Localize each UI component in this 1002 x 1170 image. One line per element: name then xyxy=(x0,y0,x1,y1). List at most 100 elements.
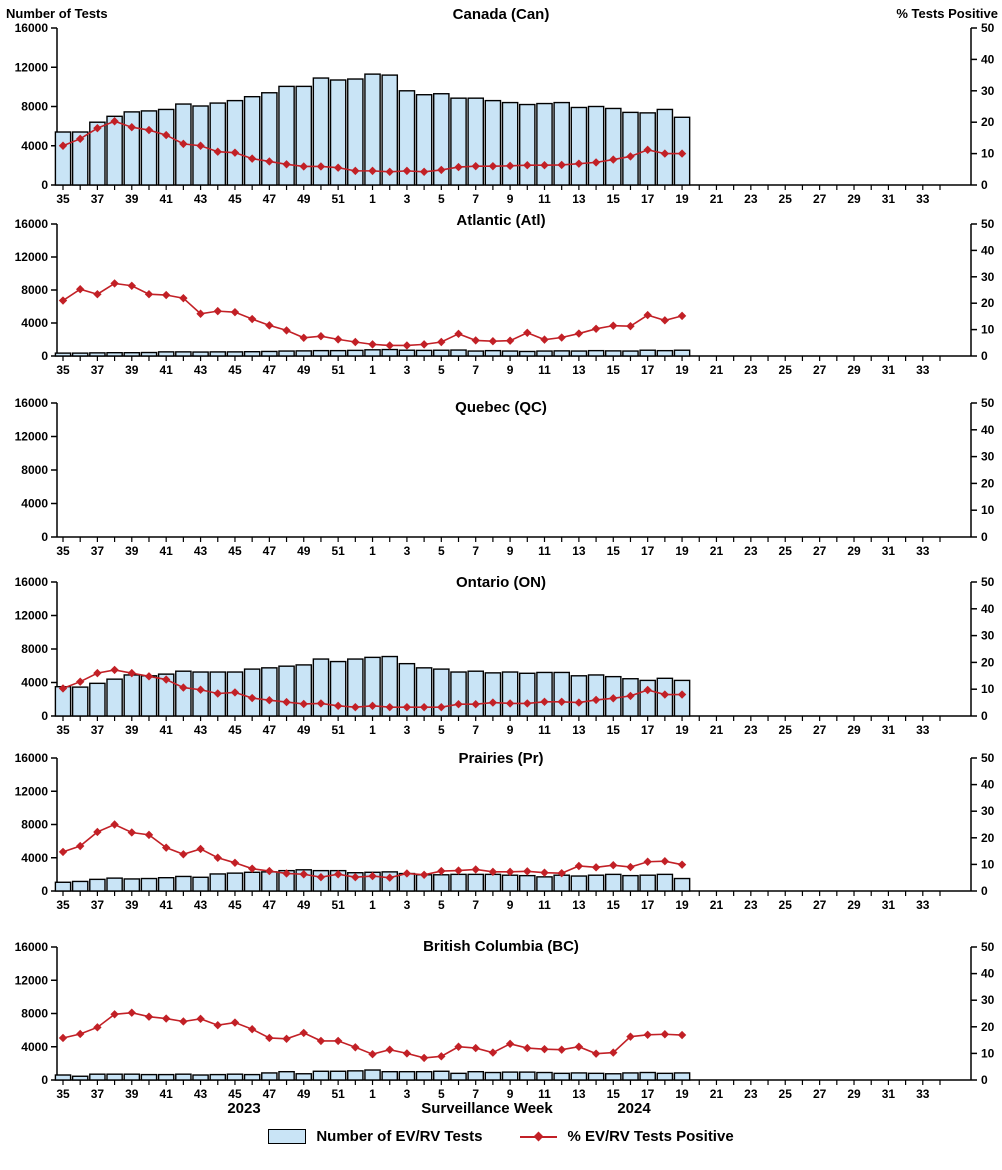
svg-text:29: 29 xyxy=(847,723,861,737)
svg-text:23: 23 xyxy=(744,363,758,377)
legend-line-marker-icon xyxy=(520,1131,558,1142)
svg-text:8000: 8000 xyxy=(21,642,48,656)
svg-text:27: 27 xyxy=(813,363,827,377)
svg-text:47: 47 xyxy=(263,192,277,206)
svg-text:23: 23 xyxy=(744,544,758,558)
svg-text:40: 40 xyxy=(981,52,995,66)
svg-text:19: 19 xyxy=(675,898,689,912)
svg-text:21: 21 xyxy=(710,363,724,377)
svg-text:10: 10 xyxy=(981,857,995,871)
svg-text:51: 51 xyxy=(331,1087,345,1101)
svg-text:33: 33 xyxy=(916,544,930,558)
svg-text:37: 37 xyxy=(91,723,105,737)
svg-text:49: 49 xyxy=(297,898,311,912)
svg-text:31: 31 xyxy=(882,723,896,737)
svg-text:39: 39 xyxy=(125,192,139,206)
svg-text:15: 15 xyxy=(607,192,621,206)
svg-text:19: 19 xyxy=(675,1087,689,1101)
svg-text:20: 20 xyxy=(981,296,995,310)
svg-text:27: 27 xyxy=(813,723,827,737)
svg-text:19: 19 xyxy=(675,723,689,737)
svg-text:16000: 16000 xyxy=(15,575,49,589)
svg-text:4000: 4000 xyxy=(21,139,48,153)
panel-british-columbia-ytick-labels: 0 4000 8000 12000 16000 0 10 20 30 40 50 xyxy=(15,940,995,1087)
svg-text:20: 20 xyxy=(981,476,995,490)
svg-text:16000: 16000 xyxy=(15,217,49,231)
panel-prairies-pct-line xyxy=(58,820,687,882)
svg-text:40: 40 xyxy=(981,778,995,792)
svg-text:0: 0 xyxy=(981,178,988,192)
svg-text:13: 13 xyxy=(572,363,586,377)
svg-text:7: 7 xyxy=(472,1087,479,1101)
panel-british-columbia-xtick-labels: 35 37 39 41 43 45 47 49 51 1 3 5 7 9 11 13 15 17 19 21 23 25 2… xyxy=(56,1087,929,1101)
svg-text:40: 40 xyxy=(981,243,995,257)
legend: Number of EV/RV Tests % EV/RV Tests Posi… xyxy=(0,1128,1002,1145)
panel-prairies-bars xyxy=(54,869,691,892)
svg-text:8000: 8000 xyxy=(21,463,48,477)
svg-text:11: 11 xyxy=(538,544,551,558)
svg-text:43: 43 xyxy=(194,363,208,377)
svg-text:7: 7 xyxy=(472,723,479,737)
svg-text:37: 37 xyxy=(91,363,105,377)
svg-text:5: 5 xyxy=(438,898,445,912)
svg-text:29: 29 xyxy=(847,363,861,377)
svg-text:21: 21 xyxy=(710,723,724,737)
svg-text:17: 17 xyxy=(641,363,655,377)
svg-text:50: 50 xyxy=(981,940,995,954)
svg-text:5: 5 xyxy=(438,1087,445,1101)
svg-text:45: 45 xyxy=(228,192,242,206)
legend-line-label: % EV/RV Tests Positive xyxy=(567,1128,734,1145)
svg-text:39: 39 xyxy=(125,544,139,558)
panel-ontario-ytick-labels: 0 4000 8000 12000 16000 0 10 20 30 40 50 xyxy=(15,575,995,723)
svg-text:12000: 12000 xyxy=(15,973,49,987)
svg-text:1: 1 xyxy=(369,363,376,377)
svg-text:0: 0 xyxy=(981,1073,988,1087)
panel-prairies-xtick-labels: 35 37 39 41 43 45 47 49 51 1 3 5 7 9 11 13 15 17 19 21 23 25 2… xyxy=(56,898,929,912)
panel-ontario-pct-line xyxy=(58,665,687,712)
svg-text:1: 1 xyxy=(369,1087,376,1101)
svg-text:29: 29 xyxy=(847,544,861,558)
svg-text:0: 0 xyxy=(41,349,48,363)
svg-text:40: 40 xyxy=(981,602,995,616)
svg-text:0: 0 xyxy=(41,530,48,544)
svg-text:17: 17 xyxy=(641,898,655,912)
svg-text:19: 19 xyxy=(675,544,689,558)
svg-text:23: 23 xyxy=(744,723,758,737)
svg-text:0: 0 xyxy=(981,349,988,363)
panel-title-quebec: Quebec (QC) xyxy=(455,399,547,416)
svg-text:8000: 8000 xyxy=(21,283,48,297)
svg-text:37: 37 xyxy=(91,192,105,206)
svg-text:16000: 16000 xyxy=(15,21,49,35)
svg-text:11: 11 xyxy=(538,1087,551,1101)
svg-text:25: 25 xyxy=(779,898,793,912)
svg-text:41: 41 xyxy=(159,723,173,737)
year-2024-label: 2024 xyxy=(617,1100,651,1117)
svg-text:3: 3 xyxy=(404,363,411,377)
svg-text:31: 31 xyxy=(882,192,896,206)
svg-text:12000: 12000 xyxy=(15,250,49,264)
svg-text:37: 37 xyxy=(91,898,105,912)
svg-text:51: 51 xyxy=(331,363,345,377)
panel-atlantic-pct-line xyxy=(58,279,687,350)
svg-text:35: 35 xyxy=(56,363,70,377)
right-axis-title: % Tests Positive xyxy=(896,6,998,21)
svg-text:10: 10 xyxy=(981,323,995,337)
panel-canada-xtick-labels: 35 37 39 41 43 45 47 49 51 1 3 5 7 9 11 13 15 17 19 21 23 25 2… xyxy=(56,192,929,206)
svg-text:16000: 16000 xyxy=(15,940,49,954)
panel-atlantic-ytick-labels: 0 4000 8000 12000 16000 0 10 20 30 40 50 xyxy=(15,217,995,363)
svg-text:3: 3 xyxy=(404,723,411,737)
svg-text:20: 20 xyxy=(981,115,995,129)
svg-text:30: 30 xyxy=(981,270,995,284)
svg-text:15: 15 xyxy=(607,723,621,737)
svg-text:37: 37 xyxy=(91,544,105,558)
svg-text:12000: 12000 xyxy=(15,430,49,444)
svg-text:13: 13 xyxy=(572,898,586,912)
svg-text:11: 11 xyxy=(538,363,551,377)
svg-text:19: 19 xyxy=(675,192,689,206)
svg-text:25: 25 xyxy=(779,723,793,737)
svg-text:5: 5 xyxy=(438,544,445,558)
svg-text:49: 49 xyxy=(297,544,311,558)
